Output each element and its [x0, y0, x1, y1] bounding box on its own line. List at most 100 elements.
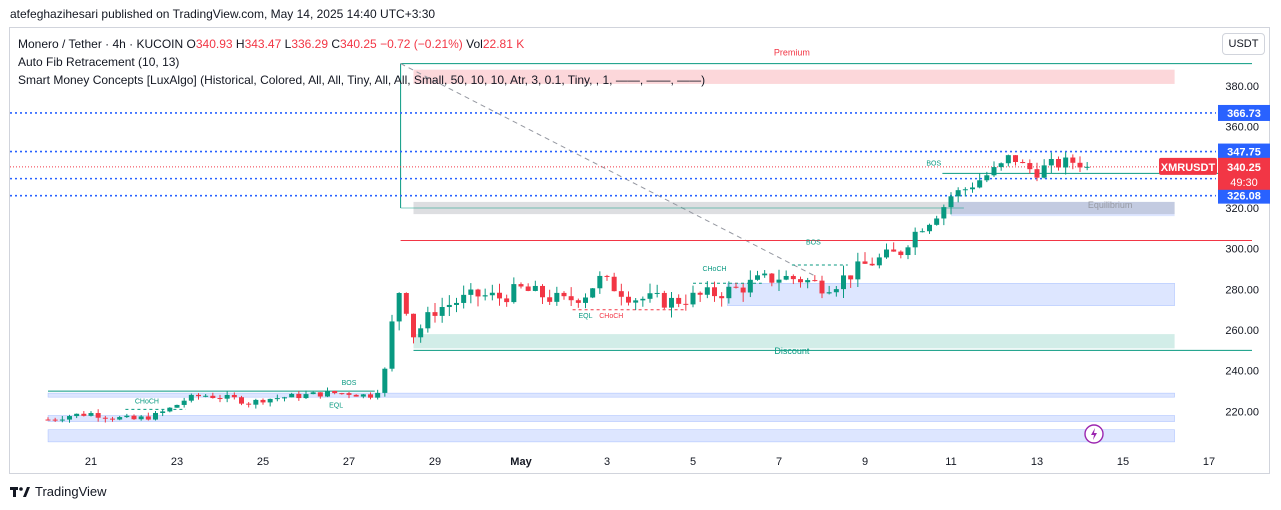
- candle-body: [740, 287, 746, 293]
- candle-body: [955, 190, 961, 197]
- x-tick-label: May: [510, 456, 532, 468]
- candle: [325, 387, 330, 398]
- candle: [360, 393, 366, 399]
- candle-body: [927, 224, 932, 232]
- candle: [167, 407, 173, 413]
- candle-body: [188, 394, 194, 401]
- candle-body: [819, 280, 825, 294]
- candle: [676, 294, 682, 308]
- candle-body: [432, 312, 438, 316]
- last-price-box: [1218, 157, 1270, 190]
- candle: [1020, 159, 1026, 164]
- candle-body: [934, 218, 940, 225]
- candle-body: [1041, 165, 1047, 178]
- candle-body: [697, 292, 703, 295]
- candle: [568, 287, 574, 306]
- candle: [747, 270, 753, 298]
- candle: [88, 411, 94, 417]
- candle-body: [547, 297, 553, 302]
- annotation-eql: EQL: [329, 402, 343, 409]
- candle: [439, 297, 445, 323]
- candle-body: [167, 407, 173, 412]
- candle: [461, 285, 467, 309]
- candle: [970, 182, 975, 193]
- candle: [332, 390, 338, 395]
- annotations: CHoCH BOS EQL EQL CHoCH CHoCH BOS BOS Premium Equ…: [135, 48, 1132, 444]
- y-tick-label: 280.00: [1225, 284, 1259, 296]
- candle: [303, 390, 309, 399]
- candle: [217, 394, 223, 403]
- zone-label-premium: Premium: [774, 48, 810, 58]
- candle-body: [210, 395, 216, 399]
- candle: [1070, 154, 1076, 170]
- candle: [403, 292, 409, 316]
- indicator-smc[interactable]: Smart Money Concepts [LuxAlgo] (Historic…: [18, 73, 706, 87]
- candle-body: [375, 392, 381, 398]
- candle-body: [1084, 166, 1090, 168]
- candle-body: [1077, 162, 1083, 168]
- candle-body: [339, 393, 345, 395]
- candle-body: [67, 416, 72, 420]
- open-value: 340.93: [195, 37, 233, 51]
- candle: [869, 257, 875, 266]
- candle-body: [1070, 157, 1076, 163]
- candle: [855, 252, 861, 287]
- candle-body: [217, 398, 223, 400]
- candle-body: [712, 287, 717, 297]
- candle: [1048, 152, 1054, 173]
- candle-body: [102, 417, 108, 419]
- candle-body: [790, 275, 796, 280]
- candle: [160, 409, 166, 417]
- candle: [575, 298, 581, 308]
- candle-body: [303, 394, 309, 399]
- level-label-box: [1218, 187, 1270, 204]
- change-value: −0.72 (−0.21%): [380, 37, 463, 51]
- volume-value: 22.81 K: [482, 37, 525, 51]
- candle-body: [81, 413, 87, 416]
- candle: [690, 285, 696, 308]
- candle: [912, 227, 918, 256]
- candle: [776, 269, 782, 291]
- candle-body: [633, 300, 639, 303]
- candle-body: [970, 187, 975, 190]
- candle-body: [1005, 155, 1011, 164]
- symbol-title[interactable]: Monero / Tether · 4h · KUCOIN: [18, 37, 184, 51]
- candle-body: [88, 413, 94, 416]
- candle: [941, 204, 947, 226]
- high-label: H: [235, 37, 245, 51]
- candle-body: [382, 368, 388, 393]
- candle-body: [783, 275, 789, 280]
- candle-body: [353, 394, 359, 397]
- x-tick-label: 21: [85, 456, 97, 468]
- candle-body: [554, 292, 560, 302]
- ohlc-row: Monero / Tether · 4h · KUCOIN O340.93 H3…: [18, 35, 705, 53]
- candle-body: [117, 417, 123, 420]
- candle: [117, 415, 123, 421]
- candle: [396, 292, 402, 331]
- indicator-fib[interactable]: Auto Fib Retracement (10, 13): [18, 55, 180, 69]
- x-tick-label: 15: [1117, 456, 1129, 468]
- candle-body: [203, 395, 209, 397]
- y-tick-label: 380.00: [1225, 81, 1259, 93]
- candle-body: [110, 418, 115, 420]
- candle: [353, 394, 359, 397]
- candle-body: [805, 280, 811, 283]
- candle-body: [669, 297, 674, 308]
- candle: [260, 398, 266, 405]
- candle: [317, 392, 323, 399]
- candle-body: [425, 312, 431, 329]
- candle: [876, 253, 882, 269]
- candle: [468, 283, 474, 304]
- x-tick-label: 9: [862, 456, 868, 468]
- candle: [224, 391, 230, 403]
- currency-button[interactable]: USDT: [1222, 33, 1265, 55]
- candle-body: [568, 296, 574, 301]
- candle-body: [1027, 163, 1033, 170]
- candle: [841, 265, 846, 299]
- close-value: 340.25: [340, 37, 377, 51]
- candle: [282, 396, 287, 402]
- candle: [525, 283, 531, 292]
- annotation-bos: BOS: [342, 380, 357, 387]
- x-tick-label: 29: [429, 456, 441, 468]
